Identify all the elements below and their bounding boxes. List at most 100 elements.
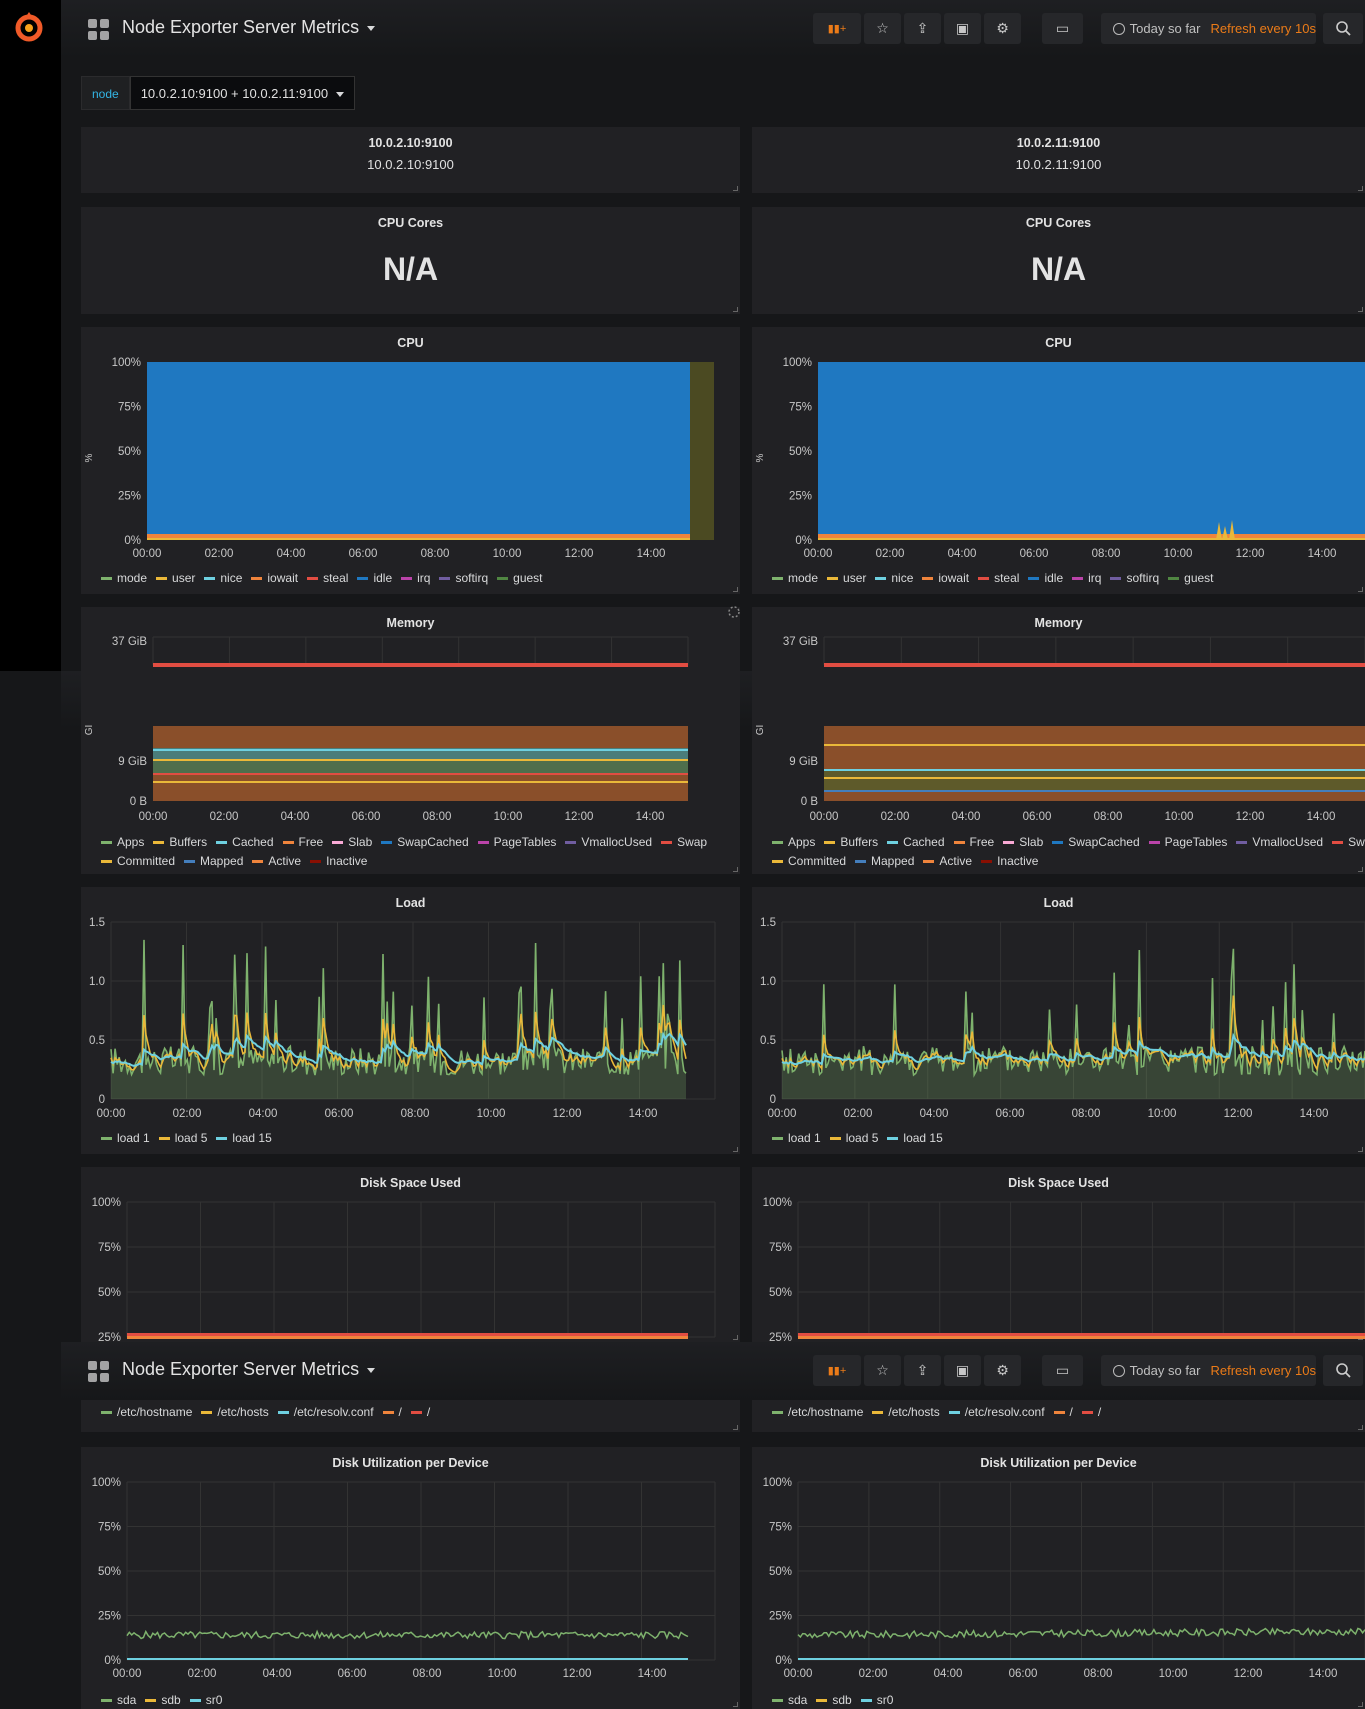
legend-item[interactable]: PageTables (477, 835, 556, 849)
legend-item[interactable]: Free (282, 835, 323, 849)
legend-item[interactable]: / (382, 1405, 402, 1419)
legend-item[interactable]: idle (357, 571, 392, 585)
resize-handle[interactable] (1358, 1425, 1363, 1430)
legend-item[interactable]: Mapped (855, 854, 914, 868)
legend-item[interactable]: sdb (816, 1693, 852, 1707)
legend-item[interactable]: load 15 (216, 1131, 272, 1145)
panel-title[interactable]: Load (395, 896, 426, 910)
legend-item[interactable]: Committed (772, 854, 846, 868)
resize-handle[interactable] (1358, 1702, 1363, 1707)
legend-item[interactable]: Buffers (153, 835, 207, 849)
tv-mode-button[interactable]: ▭ (1042, 1355, 1083, 1386)
resize-handle[interactable] (1358, 186, 1363, 191)
resize-handle[interactable] (733, 186, 738, 191)
legend-item[interactable]: irq (401, 571, 430, 585)
panel-title[interactable]: 10.0.2.11:9100 (1016, 136, 1101, 150)
legend-item[interactable]: steal (978, 571, 1019, 585)
panel-title[interactable]: CPU Cores (377, 216, 444, 230)
legend-item[interactable]: VmallocUsed (565, 835, 652, 849)
resize-handle[interactable] (733, 587, 738, 592)
legend-item[interactable]: load 5 (158, 1131, 207, 1145)
add-panel-button[interactable]: ▮▮+ (813, 1355, 861, 1386)
legend-item[interactable]: /etc/resolv.conf (277, 1405, 374, 1419)
legend-item[interactable]: user (156, 571, 195, 585)
memory-chart[interactable]: 37 GiB GI 9 GiB 0 B 00:00 02:00 04:00 06:00 08:0… (752, 607, 1365, 874)
legend-item[interactable]: Cached (887, 835, 945, 849)
resize-handle[interactable] (1358, 307, 1363, 312)
resize-handle[interactable] (1358, 1147, 1363, 1152)
legend-item[interactable]: SwapCached (1052, 835, 1140, 849)
legend-item[interactable]: Slab (1003, 835, 1043, 849)
panel-title[interactable]: Load (1043, 896, 1074, 910)
zoom-out-button[interactable] (1323, 1355, 1363, 1386)
memory-chart[interactable]: 37 GiB GI 9 GiB 0 B 00:00 02:00 04:00 06:00 08:0… (81, 607, 740, 874)
legend-item[interactable]: mode (772, 571, 818, 585)
legend-item[interactable]: /etc/hosts (872, 1405, 940, 1419)
variable-select[interactable]: 10.0.2.10:9100 + 10.0.2.11:9100 (129, 76, 356, 110)
legend-item[interactable]: Inactive (981, 854, 1038, 868)
legend-item[interactable]: /etc/hostname (772, 1405, 863, 1419)
star-button[interactable]: ☆ (864, 13, 901, 44)
legend-item[interactable]: Slab (332, 835, 372, 849)
share-button[interactable]: ⇪ (904, 1355, 941, 1386)
legend-item[interactable]: Active (252, 854, 301, 868)
legend-item[interactable]: sda (772, 1693, 807, 1707)
legend-item[interactable]: Swap (661, 835, 707, 849)
save-button[interactable]: ▣ (944, 13, 981, 44)
resize-handle[interactable] (733, 1335, 738, 1340)
resize-handle[interactable] (733, 307, 738, 312)
legend-item[interactable]: Apps (101, 835, 144, 849)
legend-item[interactable]: steal (307, 571, 348, 585)
legend-item[interactable]: load 15 (887, 1131, 943, 1145)
grafana-logo-icon[interactable] (12, 10, 46, 44)
legend-item[interactable]: sdb (145, 1693, 181, 1707)
legend-item[interactable]: Cached (216, 835, 274, 849)
legend-item[interactable]: iowait (251, 571, 298, 585)
settings-button[interactable]: ⚙ (984, 1355, 1021, 1386)
disk-util-chart[interactable]: 100% 75% 50% 25% 0%00:00 02:00 04:00 06:00 08:00… (81, 1447, 740, 1709)
legend-item[interactable]: sda (101, 1693, 136, 1707)
disk-space-chart[interactable]: 100% 75% 50% 25% (752, 1167, 1365, 1342)
legend-item[interactable]: load 5 (829, 1131, 878, 1145)
legend-item[interactable]: nice (204, 571, 242, 585)
legend-item[interactable]: sr0 (860, 1693, 893, 1707)
legend-item[interactable]: softirq (439, 571, 488, 585)
tv-mode-button[interactable]: ▭ (1042, 13, 1083, 44)
dashboard-title[interactable]: Node Exporter Server Metrics (122, 1359, 376, 1380)
legend-item[interactable]: guest (497, 571, 543, 585)
resize-handle[interactable] (1358, 867, 1363, 872)
legend-item[interactable]: guest (1168, 571, 1214, 585)
time-picker[interactable]: Today so far Refresh every 10s (1101, 1355, 1316, 1386)
cpu-chart[interactable]: 100% 75% 50% 25% 0%% 00:00 02:00 04:00 06:00 08:0… (81, 327, 740, 594)
legend-item[interactable]: load 1 (772, 1131, 821, 1145)
panel-title[interactable]: CPU (1045, 336, 1072, 350)
panel-title[interactable]: Memory (1034, 616, 1083, 630)
legend-item[interactable]: Mapped (184, 854, 243, 868)
legend-item[interactable]: Inactive (310, 854, 367, 868)
resize-handle[interactable] (1358, 587, 1363, 592)
share-button[interactable]: ⇪ (904, 13, 941, 44)
panel-title[interactable]: 10.0.2.10:9100 (368, 136, 453, 150)
legend-item[interactable]: / (1081, 1405, 1101, 1419)
legend-item[interactable]: Free (953, 835, 994, 849)
panel-title[interactable]: CPU (397, 336, 424, 350)
load-chart[interactable]: 1.5 1.0 0.5 0 00:00 02:00 04:00 06:00 08:00 10:00… (81, 887, 740, 1154)
panel-title[interactable]: Disk Space Used (1008, 1176, 1109, 1190)
legend-item[interactable]: sr0 (189, 1693, 222, 1707)
legend-item[interactable]: load 1 (101, 1131, 150, 1145)
panel-title[interactable]: CPU Cores (1025, 216, 1092, 230)
legend-item[interactable]: /etc/hostname (101, 1405, 192, 1419)
resize-handle[interactable] (733, 1425, 738, 1430)
resize-handle[interactable] (733, 867, 738, 872)
legend-item[interactable]: irq (1072, 571, 1101, 585)
time-picker[interactable]: Today so far Refresh every 10s (1101, 13, 1316, 44)
legend-item[interactable]: mode (101, 571, 147, 585)
legend-item[interactable]: PageTables (1148, 835, 1227, 849)
disk-util-chart[interactable]: 100% 75% 50% 25% 0%00:00 02:00 04:00 06:00 08:00… (752, 1447, 1365, 1709)
settings-button[interactable]: ⚙ (984, 13, 1021, 44)
legend-item[interactable]: Apps (772, 835, 815, 849)
legend-item[interactable]: user (827, 571, 866, 585)
legend-item[interactable]: / (410, 1405, 430, 1419)
zoom-out-button[interactable] (1323, 13, 1363, 44)
save-button[interactable]: ▣ (944, 1355, 981, 1386)
